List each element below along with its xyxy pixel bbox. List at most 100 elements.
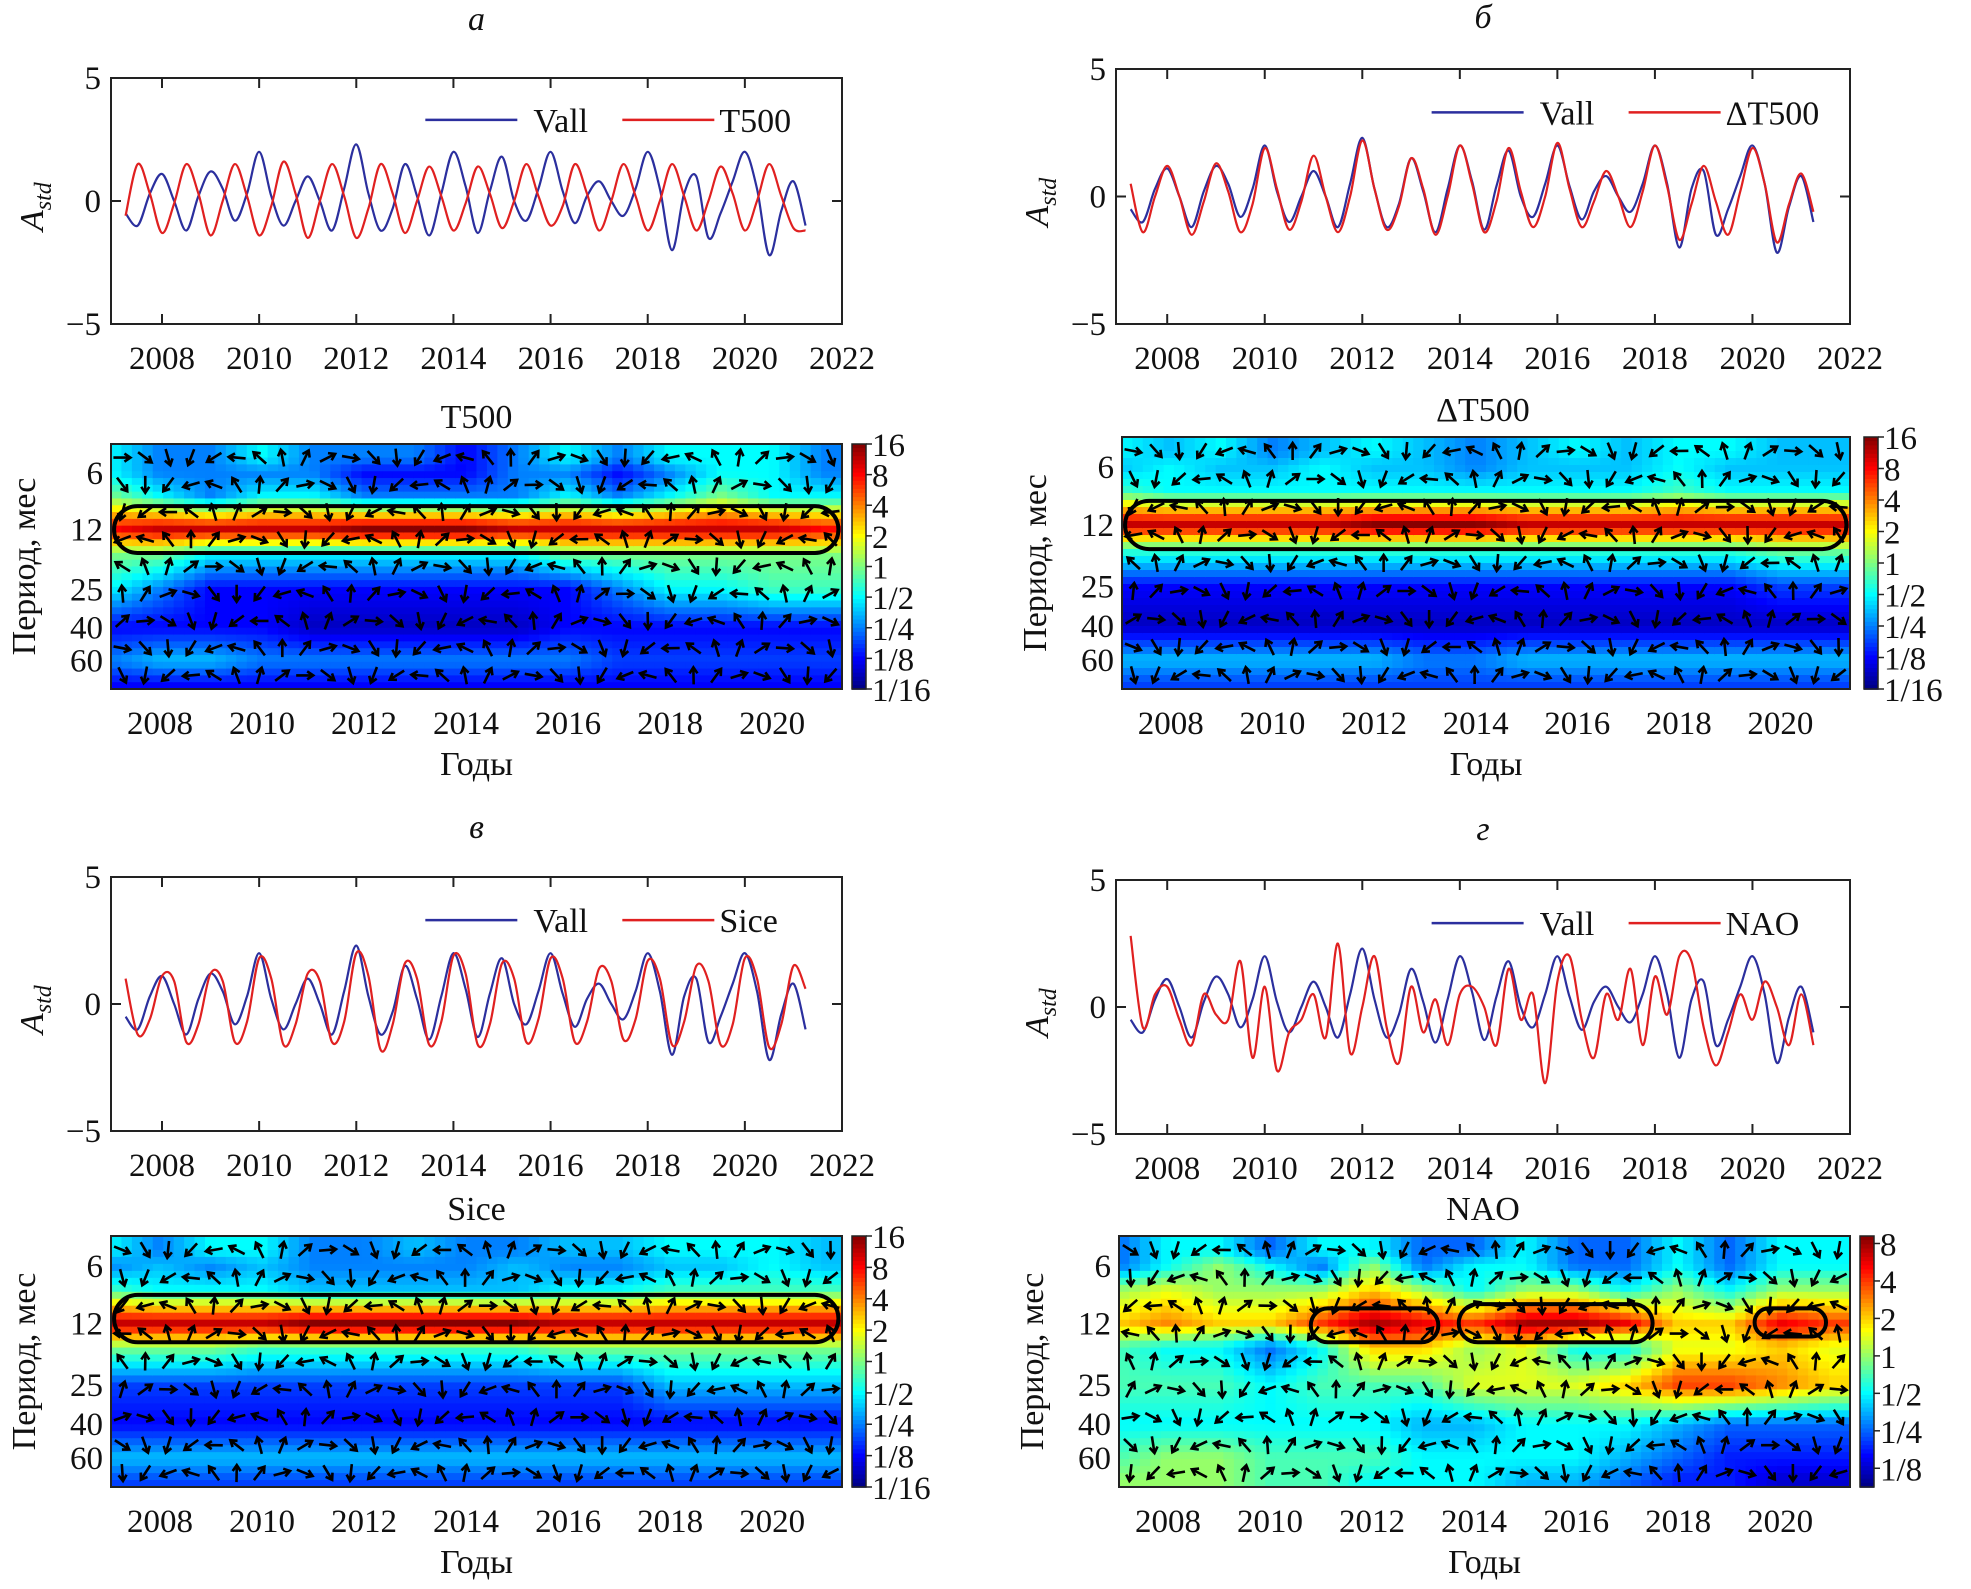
heatmap-cell — [717, 444, 728, 452]
heatmap-cell — [383, 628, 394, 636]
heatmap-cell — [1496, 577, 1507, 585]
heatmap-cell — [1642, 486, 1653, 494]
heatmap-cell — [466, 464, 477, 472]
heatmap-cell — [1351, 654, 1362, 662]
heatmap-cell — [1663, 584, 1674, 592]
heatmap-cell — [539, 607, 550, 615]
heatmap-cell — [1569, 626, 1580, 634]
heatmap-cell — [1299, 556, 1310, 564]
heatmap-cell — [727, 635, 738, 643]
heatmap-cell — [289, 471, 300, 479]
heatmap-cell — [1351, 598, 1362, 606]
heatmap-cell — [1600, 458, 1611, 466]
heatmap-cell — [424, 485, 435, 493]
heatmap-cell — [758, 519, 769, 527]
heatmap-cell — [435, 526, 446, 534]
heatmap-cell — [1299, 647, 1310, 655]
heatmap-cell — [1288, 486, 1299, 494]
heatmap-cell — [1538, 577, 1549, 585]
heatmap-cell — [821, 601, 832, 609]
heatmap-cell — [1226, 647, 1237, 655]
heatmap-cell — [497, 458, 508, 466]
heatmap-cell — [330, 635, 341, 643]
heatmap-cell — [623, 471, 634, 479]
heatmap-cell — [1559, 605, 1570, 613]
heatmap-cell — [403, 635, 414, 643]
heatmap-cell — [1465, 570, 1476, 578]
heatmap-cell — [174, 573, 185, 581]
heatmap-cell — [393, 641, 404, 649]
heatmap-cell — [633, 444, 644, 452]
heatmap-cell — [706, 526, 717, 534]
heatmap-cell — [1455, 661, 1466, 669]
heatmap-cell — [654, 580, 665, 588]
heatmap-cell — [1392, 486, 1403, 494]
heatmap-cell — [1413, 577, 1424, 585]
heatmap-cell — [1559, 570, 1570, 578]
heatmap-cell — [1236, 675, 1247, 683]
heatmap-cell — [1340, 633, 1351, 641]
heatmap-cell — [1548, 507, 1559, 515]
heatmap-cell — [1257, 668, 1268, 676]
heatmap-cell — [1320, 612, 1331, 620]
heatmap-cell — [633, 519, 644, 527]
heatmap-cell — [1361, 633, 1372, 641]
heatmap-cell — [1476, 507, 1487, 515]
heatmap-cell — [1122, 654, 1133, 662]
heatmap-cell — [1247, 486, 1258, 494]
heatmap-cell — [1663, 514, 1674, 522]
heatmap-cell — [1361, 668, 1372, 676]
heatmap-cell — [257, 526, 268, 534]
heatmap-cell — [717, 580, 728, 588]
heatmap-cell — [1174, 605, 1185, 613]
heatmap-cell — [132, 458, 143, 466]
heatmap-cell — [518, 451, 529, 459]
x-tick-label: 2014 — [420, 341, 486, 377]
heatmap-cell — [539, 567, 550, 575]
heatmap-cell — [518, 580, 529, 588]
heatmap-cell — [1288, 458, 1299, 466]
heatmap-cell — [205, 471, 216, 479]
heatmap-cell — [1476, 619, 1487, 627]
heatmap-cell — [727, 560, 738, 568]
heatmap-cell — [445, 587, 456, 595]
heatmap-cell — [790, 628, 801, 636]
heatmap-cell — [1278, 633, 1289, 641]
heatmap-cell — [811, 601, 822, 609]
heatmap-cell — [1226, 626, 1237, 634]
heatmap-cell — [790, 512, 801, 520]
heatmap-cell — [1392, 633, 1403, 641]
heatmap-cell — [1320, 451, 1331, 459]
heatmap-cell — [1590, 465, 1601, 473]
heatmap-cell — [132, 607, 143, 615]
heatmap-cell — [623, 573, 634, 581]
heatmap-cell — [1309, 633, 1320, 641]
heatmap-cell — [779, 628, 790, 636]
heatmap-cell — [1496, 591, 1507, 599]
heatmap-cell — [320, 662, 331, 670]
heatmap-cell — [664, 492, 675, 500]
heatmap-cell — [790, 573, 801, 581]
heatmap-cell — [445, 464, 456, 472]
heatmap-cell — [779, 464, 790, 472]
heatmap-cell — [1611, 514, 1622, 522]
heatmap-cell — [257, 607, 268, 615]
heatmap-cell — [1320, 619, 1331, 627]
heatmap-cell — [1132, 437, 1143, 445]
heatmap-cell — [664, 635, 675, 643]
heatmap-cell — [779, 526, 790, 534]
heatmap-cell — [550, 526, 561, 534]
heatmap-cell — [1257, 556, 1268, 564]
heatmap-cell — [330, 587, 341, 595]
heatmap-cell — [1548, 486, 1559, 494]
heatmap-cell — [1590, 668, 1601, 676]
heatmap-cell — [362, 539, 373, 547]
heatmap-cell — [1122, 633, 1133, 641]
heatmap-cell — [247, 655, 258, 663]
heatmap-cell — [664, 464, 675, 472]
heatmap-cell — [1382, 521, 1393, 529]
heatmap-cell — [1486, 514, 1497, 522]
heatmap-cell — [612, 607, 623, 615]
